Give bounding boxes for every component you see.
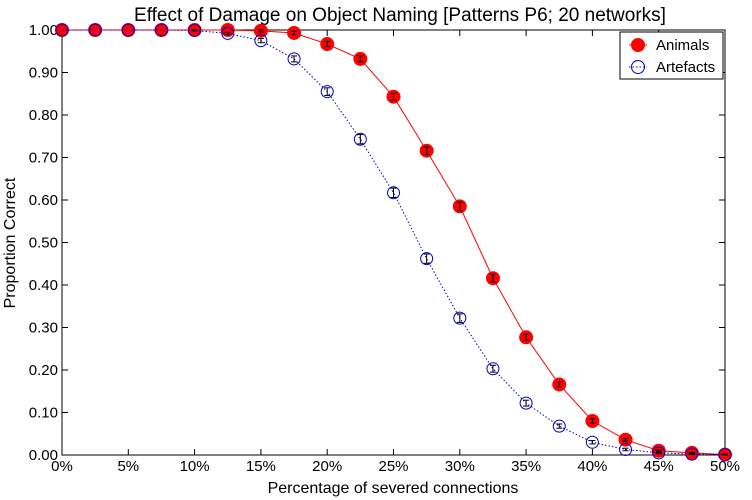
error-bar-animals — [688, 451, 695, 454]
error-bar-artefacts — [589, 440, 596, 445]
series-artefacts — [55, 23, 732, 462]
error-bar-animals — [257, 29, 264, 33]
y-axis-label: Proportion Correct — [2, 177, 19, 308]
y-tick-label: 0.60 — [29, 192, 58, 209]
data-point-artefacts — [287, 52, 301, 66]
y-tick-label: 0.30 — [29, 320, 58, 337]
legend: Animals Artefacts — [619, 31, 724, 80]
x-tick-label: 35% — [511, 458, 541, 475]
x-axis: 0% 5% 10% 15% 20% 25% 30% 35% 40% 45% 50% — [51, 30, 740, 475]
data-point-artefacts — [154, 23, 168, 37]
data-point-artefacts — [88, 23, 102, 37]
error-bar-artefacts — [257, 38, 264, 44]
y-tick-label: 0.10 — [29, 405, 58, 422]
error-bar-artefacts — [357, 134, 364, 145]
data-point-artefacts — [619, 442, 633, 456]
x-tick-label: 25% — [378, 458, 408, 475]
error-bar-artefacts — [191, 29, 198, 32]
error-bar-artefacts — [655, 451, 662, 455]
x-tick-label: 50% — [710, 458, 740, 475]
y-tick-label: 0.50 — [29, 235, 58, 252]
error-bar-artefacts — [523, 399, 530, 407]
data-point-animals — [220, 23, 235, 37]
x-tick-label: 45% — [644, 458, 674, 475]
y-tick-label: 0.40 — [29, 277, 58, 294]
data-point-artefacts — [652, 446, 666, 460]
legend-label-animals: Animals — [656, 37, 709, 54]
error-bar-animals — [456, 201, 463, 212]
error-bar-artefacts — [556, 423, 563, 429]
error-bar-animals — [357, 55, 364, 63]
y-tick-label: 0.70 — [29, 150, 58, 167]
error-bar-animals — [622, 437, 629, 442]
error-bar-animals — [423, 146, 430, 156]
chart-title: Effect of Damage on Object Naming [Patte… — [134, 5, 666, 26]
error-bar-animals — [291, 30, 298, 36]
data-point-artefacts — [585, 435, 599, 449]
error-bar-animals — [589, 418, 596, 424]
error-bar-artefacts — [489, 364, 496, 373]
error-bar-animals — [556, 381, 563, 388]
error-bar-artefacts — [390, 187, 397, 198]
y-tick-label: 0.20 — [29, 362, 58, 379]
data-point-artefacts — [420, 252, 434, 266]
data-point-artefacts — [55, 23, 69, 37]
y-tick-label: 0.90 — [29, 65, 58, 82]
error-bar-artefacts — [423, 253, 430, 264]
series-animals — [55, 23, 732, 462]
legend-label-artefacts: Artefacts — [656, 59, 715, 76]
y-tick-label: 1.00 — [29, 22, 58, 39]
legend-marker-artefacts — [631, 60, 645, 74]
error-bar-artefacts — [291, 55, 298, 63]
data-point-artefacts — [353, 132, 367, 146]
series-layer — [55, 23, 732, 462]
data-point-artefacts — [718, 448, 732, 462]
data-point-artefacts — [188, 23, 202, 37]
y-tick-label: 0.80 — [29, 107, 58, 124]
error-bar-artefacts — [688, 453, 695, 456]
error-bar-animals — [489, 273, 496, 283]
error-bar-animals — [523, 333, 530, 341]
x-tick-label: 5% — [117, 458, 139, 475]
data-point-artefacts — [254, 34, 268, 48]
legend-marker-animals — [631, 38, 645, 52]
data-point-artefacts — [685, 447, 699, 461]
data-point-artefacts — [121, 23, 135, 37]
x-tick-label: 20% — [312, 458, 342, 475]
data-point-artefacts — [519, 396, 533, 410]
x-axis-label: Percentage of severed connections — [268, 480, 519, 497]
error-bar-artefacts — [456, 313, 463, 323]
data-point-artefacts — [486, 362, 500, 376]
x-tick-label: 10% — [180, 458, 210, 475]
data-point-artefacts — [221, 26, 235, 40]
data-point-artefacts — [453, 311, 467, 325]
x-tick-label: 40% — [577, 458, 607, 475]
error-bar-artefacts — [324, 87, 331, 96]
y-tick-label: 0.00 — [29, 447, 58, 464]
data-point-artefacts — [387, 186, 400, 200]
error-bar-animals — [390, 92, 397, 101]
error-bar-animals — [324, 40, 331, 48]
error-bar-artefacts — [722, 453, 728, 456]
data-point-artefacts — [320, 85, 334, 99]
data-point-artefacts — [552, 419, 566, 433]
x-tick-label: 0% — [51, 458, 73, 475]
error-bar-artefacts — [622, 447, 629, 452]
error-bar-artefacts — [224, 31, 231, 36]
y-axis: 0.00 0.10 0.20 0.30 0.40 0.50 0.60 0.70 0.80 0.90… — [29, 22, 725, 464]
x-tick-label: 15% — [246, 458, 276, 475]
x-tick-label: 30% — [445, 458, 475, 475]
